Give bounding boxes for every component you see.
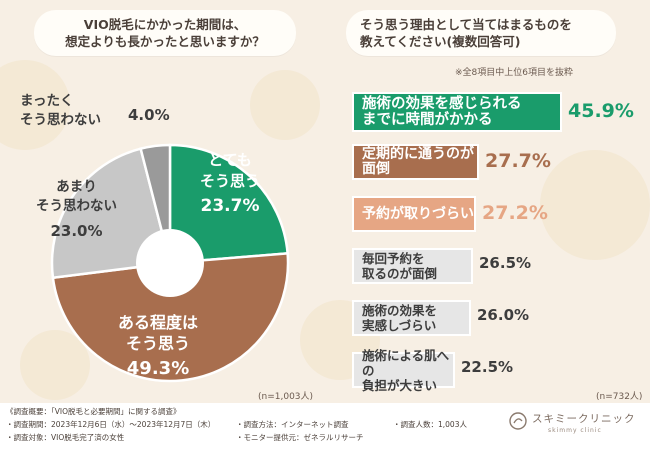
left-n-label: (n=1,003人) [258,392,314,402]
bar-label-2: 定期的に通うのが面倒 [362,146,474,177]
right-note: ※全8項目中上位6項目を抜粋 [455,68,573,78]
pie-label-amari: あまり そう思わない 23.0% [36,178,117,241]
pie-pct-arutei: 49.3% [126,358,190,379]
pie-center-hole [136,229,204,297]
footer-period: ・調査期間：2023年12月6日（水）〜2023年12月7日（木） [6,420,216,429]
bar-4: 毎回予約を 取るのが面倒 [352,248,473,284]
clinic-brand-name: スキミークリニック [532,413,636,425]
right-question-line-2: 教えてください(複数回答可) [360,34,521,49]
pie-label-arutei-text: ある程度は そう思う [118,313,199,353]
bar-label-4: 毎回予約を 取るのが面倒 [362,251,438,281]
pie-slice-arutei [51,252,290,383]
background-flower-decoration [540,150,650,260]
bar-value-1: 45.9% [568,100,634,122]
clinic-logo-icon [509,412,527,430]
background-flower-decoration [0,60,70,150]
bar-1: 施術の効果を感じられる までに時間がかかる [352,92,562,132]
left-question-line-1: VIO脱毛にかかった期間は、 [83,17,247,32]
pie-slice-amari [50,147,172,280]
right-n-label: (n=732人) [596,392,643,402]
bar-3: 予約が取りづらい [352,196,476,232]
bar-5: 施術の効果を 実感しづらい [352,300,471,336]
footer-monitor: ・モニター提供元：ゼネラルリサーチ [236,433,364,442]
right-question-box: そう思う理由として当てはまるものを 教えてください(複数回答可) [346,10,616,56]
pie-label-totemo: とても そう思う 23.7% [200,150,260,217]
bar-2: 定期的に通うのが面倒 [352,144,479,180]
footer-target: ・調査対象：VIO脱毛完了済の女性 [6,433,125,442]
left-question-box: VIO脱毛にかかった期間は、 想定よりも長かったと思いますか？ [34,10,296,56]
bar-label-1: 施術の効果を感じられる までに時間がかかる [362,96,522,128]
footer-method: ・調査方法：インターネット調査 [236,420,349,429]
footer: 《調査概要：「VIO脱毛と必要期間」に関する調査》 ・調査期間：2023年12月… [0,403,650,450]
bar-value-5: 26.0% [477,306,530,324]
bar-value-4: 26.5% [479,254,532,272]
bar-value-6: 22.5% [461,358,514,376]
pie-pct-amari: 23.0% [50,222,103,240]
pie-label-mattaku-text: まったく そう思わない [20,93,101,128]
left-question-line-2: 想定よりも長かったと思いますか？ [65,34,265,49]
right-question-line-1: そう思う理由として当てはまるものを [360,17,572,32]
clinic-brand-sub: skimmy clinic [548,427,602,434]
pie-pct-totemo: 23.7% [200,196,260,216]
pie-slice-totemo [168,143,289,265]
bar-value-2: 27.7% [485,150,551,172]
pie-label-totemo-text: とても そう思う [200,151,261,190]
bar-6: 施術による肌への 負担が大きい [352,348,455,393]
bar-label-6: 施術による肌への 負担が大きい [362,347,450,393]
bar-value-3: 27.2% [482,202,548,224]
bar-label-5: 施術の効果を 実感しづらい [362,303,438,333]
background-flower-decoration [250,70,320,140]
pie-label-mattaku: まったく そう思わない [20,92,101,130]
pie-label-amari-text: あまり そう思わない [36,179,117,214]
pie-label-arutei: ある程度は そう思う 49.3% [118,312,198,379]
footer-summary: 《調査概要：「VIO脱毛と必要期間」に関する調査》 [6,407,181,416]
bar-label-3: 予約が取りづらい [362,205,474,222]
pie-pct-mattaku: 4.0% [128,106,170,124]
footer-count: ・調査人数：1,003人 [393,420,467,429]
background-flower-decoration [20,330,90,400]
